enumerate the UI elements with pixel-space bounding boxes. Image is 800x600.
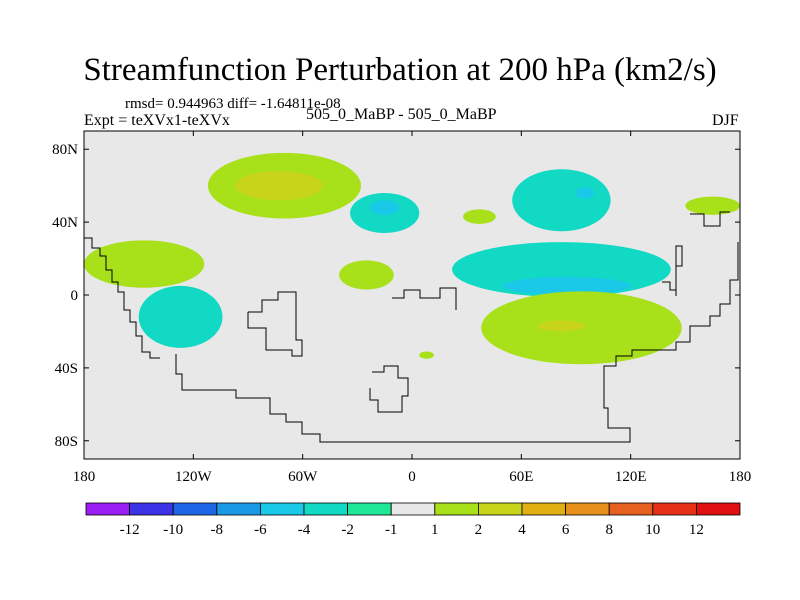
colorbar-swatch xyxy=(521,502,566,516)
colorbar-swatch xyxy=(172,502,218,516)
colorbar-swatch xyxy=(565,502,610,516)
y-tick-label: 40S xyxy=(55,361,78,377)
anomaly-regions xyxy=(84,152,740,365)
colorbar-swatch xyxy=(390,502,436,516)
y-axis: 80N 40N 0 40S 80S xyxy=(52,142,740,450)
colorbar-label: -4 xyxy=(298,522,311,538)
anomaly-region-9 xyxy=(576,187,595,199)
anomaly-region-14 xyxy=(537,320,586,332)
coastlines xyxy=(84,211,739,443)
x-tick-label: 60E xyxy=(509,469,533,485)
colorbar-label: 8 xyxy=(605,522,613,538)
anomaly-region-3 xyxy=(138,285,223,348)
anomaly-region-7 xyxy=(339,260,394,290)
colorbar-label: 2 xyxy=(475,522,483,538)
colorbar-swatch xyxy=(608,502,654,516)
colorbar-label: -2 xyxy=(341,522,354,538)
stats-label: rmsd= 0.944963 diff= -1.64811e-08 xyxy=(125,96,341,112)
colorbar-label: 12 xyxy=(689,522,704,538)
x-axis: 180 120W 60W 0 60E 120E 180 xyxy=(73,131,752,485)
coastline-northeast xyxy=(690,211,730,227)
colorbar-swatch xyxy=(696,502,741,516)
colorbar-label: -12 xyxy=(120,522,140,538)
anomaly-region-10 xyxy=(685,196,740,215)
colorbar-swatch xyxy=(216,502,261,516)
colorbar-swatch xyxy=(347,502,392,516)
x-tick-label: 0 xyxy=(408,469,416,485)
y-tick-label: 40N xyxy=(52,215,78,231)
y-tick-label: 80N xyxy=(52,142,78,158)
colorbar-swatch xyxy=(129,502,174,516)
season-label: DJF xyxy=(712,112,739,129)
colorbar-label: -1 xyxy=(385,522,398,538)
coastline-south-america xyxy=(247,291,303,357)
colorbar-label: 6 xyxy=(562,522,570,538)
coastline-maritime xyxy=(662,245,683,296)
anomaly-region-8 xyxy=(512,169,611,232)
colorbar-swatch xyxy=(477,502,523,516)
coastline-antarctica xyxy=(175,242,739,443)
colorbar-label: -8 xyxy=(211,522,224,538)
anomaly-region-5 xyxy=(370,200,400,215)
x-tick-label: 120E xyxy=(615,469,647,485)
colorbar: -12 -10 -8 -6 -4 -2 -1 1 2 4 6 8 10 12 xyxy=(85,502,741,538)
anomaly-region-1 xyxy=(235,171,323,201)
x-tick-label: 60W xyxy=(288,469,318,485)
colorbar-label: 1 xyxy=(431,522,439,538)
x-tick-label: 180 xyxy=(73,469,96,485)
anomaly-region-15 xyxy=(419,351,434,359)
colorbar-swatch xyxy=(303,502,348,516)
coastline-africa xyxy=(392,287,457,310)
anomaly-region-6 xyxy=(463,209,496,224)
colorbar-swatch xyxy=(259,502,305,516)
case-label: 505_0_MaBP - 505_0_MaBP xyxy=(306,106,497,123)
colorbar-label: 10 xyxy=(645,522,660,538)
x-tick-label: 180 xyxy=(729,469,752,485)
anomaly-region-12 xyxy=(503,276,631,295)
colorbar-label: 4 xyxy=(518,522,526,538)
colorbar-swatch xyxy=(652,502,697,516)
colorbar-label: -10 xyxy=(163,522,183,538)
coastline-north-america xyxy=(84,237,160,359)
colorbar-swatch xyxy=(85,502,130,516)
anomaly-region-2 xyxy=(84,240,205,288)
y-tick-label: 0 xyxy=(71,288,79,304)
colorbar-label: -6 xyxy=(254,522,267,538)
chart-title: Streamfunction Perturbation at 200 hPa (… xyxy=(83,52,717,88)
colorbar-swatch xyxy=(434,502,479,516)
coastline-southern-africa xyxy=(369,365,409,413)
y-tick-label: 80S xyxy=(55,434,78,450)
x-tick-label: 120W xyxy=(175,469,213,485)
experiment-label: Expt = teXVx1-teXVx xyxy=(84,112,230,129)
